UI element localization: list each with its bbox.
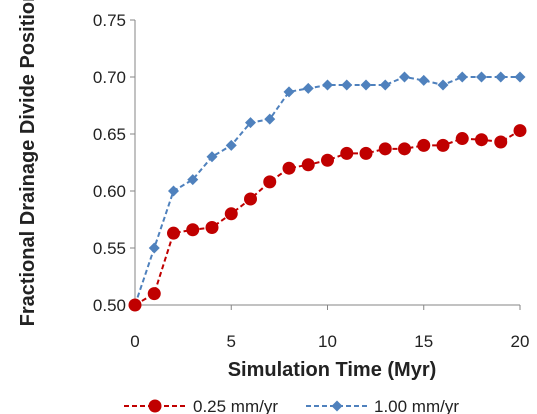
data-point: [225, 139, 237, 151]
axes: 0.50 0.55 0.60 0.65 0.70 0.75 0 5 10 15 20: [93, 11, 530, 351]
data-point: [302, 82, 314, 94]
data-point: [301, 158, 315, 172]
x-tick-label: 5: [227, 332, 236, 351]
legend[interactable]: 0.25 mm/yr 1.00 mm/yr: [124, 397, 459, 414]
data-point: [322, 79, 333, 91]
y-tick-label: 0.55: [93, 239, 126, 258]
series-layer: [128, 71, 527, 312]
data-point: [168, 185, 179, 197]
legend-item[interactable]: 0.25 mm/yr: [124, 397, 278, 414]
y-tick-label: 0.70: [93, 68, 126, 87]
x-tick-label: 10: [318, 332, 337, 351]
data-point: [379, 79, 391, 91]
data-point: [378, 142, 392, 156]
y-tick-label: 0.60: [93, 182, 126, 201]
data-point: [455, 132, 469, 146]
data-point: [282, 161, 296, 175]
data-point: [417, 138, 431, 152]
data-point: [437, 79, 449, 91]
data-point: [418, 74, 430, 86]
legend-label: 0.25 mm/yr: [193, 397, 278, 414]
x-tick-label: 0: [130, 332, 139, 351]
data-point: [340, 146, 354, 160]
data-point: [187, 174, 199, 186]
data-point: [148, 242, 160, 254]
legend-label: 1.00 mm/yr: [374, 397, 459, 414]
x-axis-title: Simulation Time (Myr): [228, 359, 437, 381]
data-point: [321, 153, 334, 167]
data-point: [147, 287, 161, 301]
data-point: [476, 71, 487, 83]
data-point: [341, 79, 353, 91]
series-red: [128, 124, 527, 312]
data-point: [205, 220, 219, 234]
data-point: [456, 71, 468, 83]
data-point: [245, 117, 256, 129]
data-point: [244, 192, 257, 206]
legend-marker: [331, 400, 343, 412]
x-tick-label: 20: [511, 332, 530, 351]
data-point: [224, 207, 238, 221]
data-point: [283, 86, 295, 98]
data-point: [264, 113, 276, 125]
y-tick-label: 0.75: [93, 11, 126, 30]
data-point: [360, 79, 372, 91]
y-tick-label: 0.65: [93, 125, 126, 144]
y-tick-label: 0.50: [93, 296, 126, 315]
data-point: [399, 71, 410, 83]
data-point: [495, 71, 507, 83]
series-line: [134, 75, 520, 306]
data-point: [206, 151, 218, 163]
legend-item[interactable]: 1.00 mm/yr: [306, 397, 459, 414]
data-point: [167, 226, 180, 240]
y-axis-title: Fractional Drainage Divide Position: [17, 0, 39, 326]
data-point: [513, 124, 527, 138]
x-tick-label: 15: [414, 332, 433, 351]
data-point: [186, 223, 200, 237]
legend-marker: [148, 399, 162, 413]
data-point: [436, 138, 450, 152]
data-point: [359, 146, 373, 160]
data-point: [263, 175, 277, 189]
data-point: [475, 133, 488, 147]
series-blue: [129, 71, 526, 311]
data-point: [398, 142, 411, 156]
data-point: [494, 135, 508, 149]
series-line: [134, 129, 521, 306]
data-point: [514, 71, 526, 83]
data-point: [128, 298, 142, 312]
